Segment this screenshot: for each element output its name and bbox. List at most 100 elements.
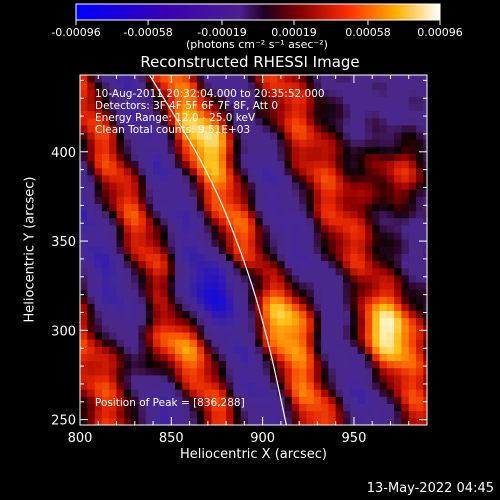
heatmap-cell xyxy=(335,75,344,83)
heatmap-cell xyxy=(80,410,88,419)
heatmap-cell xyxy=(189,375,198,383)
heatmap-cell xyxy=(401,317,410,326)
heatmap-cell xyxy=(211,117,220,126)
heatmap-cell xyxy=(394,103,402,112)
heatmap-cell xyxy=(174,246,183,254)
heatmap-cell xyxy=(401,103,410,112)
heatmap-cell xyxy=(372,217,380,226)
heatmap-cell xyxy=(357,275,366,283)
heatmap-cell xyxy=(80,196,88,204)
heatmap-cell xyxy=(174,303,183,312)
heatmap-cell xyxy=(423,310,427,319)
heatmap-cell xyxy=(394,132,402,140)
heatmap-cell xyxy=(423,232,427,240)
heatmap-cell xyxy=(109,175,117,183)
heatmap-cell xyxy=(255,125,264,133)
heatmap-cell xyxy=(167,310,176,319)
heatmap-cell xyxy=(423,403,427,412)
heatmap-cell xyxy=(262,296,271,304)
heatmap-cell xyxy=(123,367,132,376)
heatmap-cell xyxy=(109,282,117,290)
heatmap-cell xyxy=(255,367,264,376)
heatmap-cell xyxy=(379,253,388,262)
heatmap-cell xyxy=(101,260,110,269)
heatmap-cell xyxy=(321,275,329,283)
heatmap-cell xyxy=(255,239,264,247)
heatmap-cell xyxy=(284,360,293,369)
heatmap-cell xyxy=(328,146,337,154)
heatmap-cell xyxy=(291,346,300,354)
heatmap-cell xyxy=(313,339,322,347)
heatmap-cell xyxy=(109,239,117,247)
heatmap-cell xyxy=(109,160,117,169)
heatmap-cell xyxy=(277,175,285,183)
heatmap-cell xyxy=(153,132,161,140)
heatmap-cell xyxy=(87,382,96,390)
heatmap-cell xyxy=(218,325,227,333)
heatmap-cell xyxy=(248,232,256,240)
heatmap-cell xyxy=(255,360,264,369)
heatmap-cell xyxy=(138,389,147,397)
heatmap-cell xyxy=(408,110,417,119)
heatmap-cell xyxy=(80,175,88,183)
heatmap-cell xyxy=(321,410,329,419)
heatmap-cell xyxy=(145,360,154,369)
heatmap-cell xyxy=(401,189,410,197)
heatmap-cell xyxy=(401,210,410,219)
heatmap-cell xyxy=(379,139,388,147)
heatmap-cell xyxy=(408,217,417,226)
heatmap-cell xyxy=(80,75,88,83)
heatmap-cell xyxy=(269,382,278,390)
heatmap-cell xyxy=(313,367,322,376)
heatmap-cell xyxy=(87,160,96,169)
heatmap-cell xyxy=(109,210,117,219)
heatmap-cell xyxy=(153,82,161,90)
heatmap-cell xyxy=(386,103,395,112)
heatmap-cell xyxy=(189,325,198,333)
heatmap-cell xyxy=(248,139,256,147)
heatmap-cell xyxy=(350,296,358,304)
heatmap-cell xyxy=(116,182,125,190)
heatmap-cell xyxy=(138,246,147,254)
heatmap-cell xyxy=(386,232,395,240)
heatmap-cell xyxy=(218,217,227,226)
heatmap-cell xyxy=(80,153,88,162)
heatmap-cell xyxy=(153,389,161,397)
heatmap-cell xyxy=(94,367,103,376)
heatmap-cell xyxy=(342,189,351,197)
heatmap-cell xyxy=(416,139,424,147)
heatmap-cell xyxy=(335,396,344,404)
heatmap-cell xyxy=(394,296,402,304)
heatmap-cell xyxy=(145,103,154,112)
heatmap-cell xyxy=(174,203,183,212)
heatmap-cell xyxy=(262,396,271,404)
heatmap-cell xyxy=(291,282,300,290)
heatmap-cell xyxy=(123,353,132,362)
heatmap-cell xyxy=(372,153,380,162)
heatmap-cell xyxy=(211,275,220,283)
heatmap-cell xyxy=(269,182,278,190)
heatmap-cell xyxy=(204,375,212,383)
heatmap-cell xyxy=(269,296,278,304)
heatmap-cell xyxy=(145,89,154,97)
heatmap-cell xyxy=(269,396,278,404)
heatmap-cell xyxy=(306,196,315,204)
heatmap-cell xyxy=(328,332,337,340)
heatmap-cell xyxy=(204,389,212,397)
heatmap-cell xyxy=(284,375,293,383)
heatmap-cell xyxy=(131,375,139,383)
heatmap-cell xyxy=(379,417,388,425)
heatmap-cell xyxy=(80,367,88,376)
heatmap-cell xyxy=(131,117,139,126)
heatmap-cell xyxy=(160,75,169,83)
heatmap-cell xyxy=(174,260,183,269)
heatmap-cell xyxy=(248,82,256,90)
heatmap-cell xyxy=(145,367,154,376)
heatmap-cell xyxy=(160,325,169,333)
heatmap-cell xyxy=(262,117,271,126)
heatmap-cell xyxy=(240,325,249,333)
heatmap-cell xyxy=(160,89,169,97)
heatmap-cell xyxy=(189,125,198,133)
heatmap-cell xyxy=(350,346,358,354)
heatmap-cell xyxy=(372,282,380,290)
